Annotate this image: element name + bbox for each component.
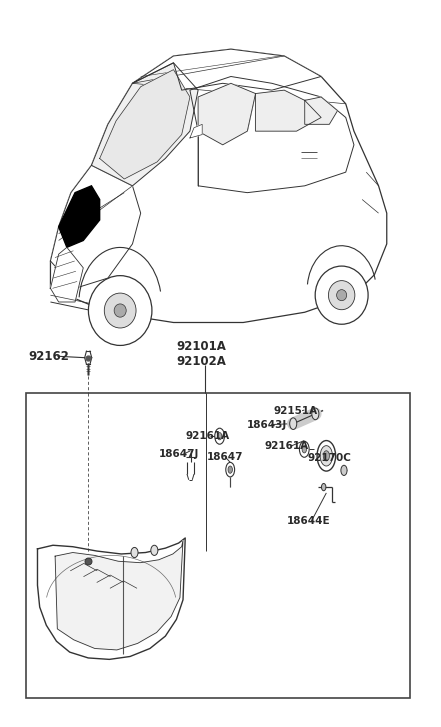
Bar: [26, 393, 410, 698]
Polygon shape: [198, 84, 255, 145]
Ellipse shape: [105, 293, 136, 328]
Text: 18644E: 18644E: [287, 516, 330, 526]
Ellipse shape: [217, 433, 222, 440]
Ellipse shape: [89, 276, 152, 345]
Text: 92102A: 92102A: [176, 355, 226, 368]
Text: 18643J: 18643J: [247, 419, 287, 430]
Ellipse shape: [341, 465, 347, 475]
Text: 92101A: 92101A: [176, 340, 226, 353]
Polygon shape: [59, 186, 100, 247]
Ellipse shape: [323, 451, 329, 461]
Text: 18647J: 18647J: [159, 449, 199, 459]
Ellipse shape: [302, 446, 306, 453]
Polygon shape: [55, 540, 183, 650]
Text: 92161A: 92161A: [185, 431, 229, 441]
Ellipse shape: [315, 266, 368, 324]
Polygon shape: [91, 63, 198, 186]
Ellipse shape: [226, 462, 235, 477]
Text: 92161A: 92161A: [265, 441, 309, 451]
Polygon shape: [37, 538, 185, 659]
Text: 92170C: 92170C: [308, 453, 351, 463]
Polygon shape: [50, 49, 387, 323]
Polygon shape: [100, 70, 190, 179]
Polygon shape: [305, 97, 337, 124]
Ellipse shape: [290, 418, 297, 430]
Ellipse shape: [215, 428, 224, 444]
Polygon shape: [190, 76, 354, 193]
Polygon shape: [50, 165, 141, 289]
Polygon shape: [50, 247, 83, 302]
Ellipse shape: [131, 547, 138, 558]
Text: 18647: 18647: [206, 451, 243, 462]
Ellipse shape: [320, 446, 333, 466]
Ellipse shape: [299, 441, 309, 457]
Ellipse shape: [114, 304, 126, 317]
Ellipse shape: [312, 408, 319, 419]
Polygon shape: [255, 90, 321, 131]
Ellipse shape: [228, 466, 232, 473]
Text: 92151A: 92151A: [273, 406, 318, 416]
Ellipse shape: [317, 441, 336, 471]
Text: 92162: 92162: [29, 350, 70, 363]
Ellipse shape: [151, 545, 158, 555]
Polygon shape: [132, 49, 321, 90]
Ellipse shape: [329, 281, 355, 310]
Polygon shape: [190, 124, 202, 138]
Ellipse shape: [321, 483, 326, 491]
Ellipse shape: [336, 289, 347, 301]
